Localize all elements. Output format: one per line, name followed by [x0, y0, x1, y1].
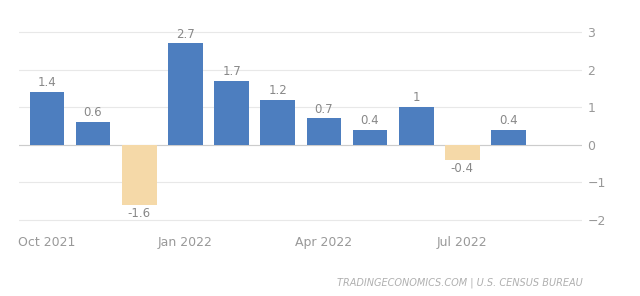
- Bar: [399, 107, 433, 144]
- Text: 1.4: 1.4: [38, 76, 56, 89]
- Bar: [445, 144, 480, 160]
- Bar: [168, 43, 203, 144]
- Bar: [492, 130, 526, 144]
- Text: 0.4: 0.4: [361, 114, 380, 127]
- Bar: [260, 99, 295, 144]
- Bar: [76, 122, 110, 144]
- Text: 0.4: 0.4: [499, 114, 518, 127]
- Text: 1.7: 1.7: [222, 65, 241, 78]
- Text: 0.6: 0.6: [84, 107, 102, 119]
- Text: 1.2: 1.2: [268, 84, 287, 97]
- Text: -1.6: -1.6: [127, 207, 151, 220]
- Text: 2.7: 2.7: [176, 28, 195, 41]
- Bar: [307, 118, 341, 144]
- Text: TRADINGECONOMICS.COM | U.S. CENSUS BUREAU: TRADINGECONOMICS.COM | U.S. CENSUS BUREA…: [337, 277, 582, 288]
- Bar: [353, 130, 387, 144]
- Text: -0.4: -0.4: [451, 162, 474, 175]
- Text: 0.7: 0.7: [315, 103, 333, 116]
- Text: 1: 1: [412, 91, 420, 104]
- Bar: [122, 144, 157, 205]
- Bar: [214, 81, 249, 144]
- Bar: [29, 92, 64, 144]
